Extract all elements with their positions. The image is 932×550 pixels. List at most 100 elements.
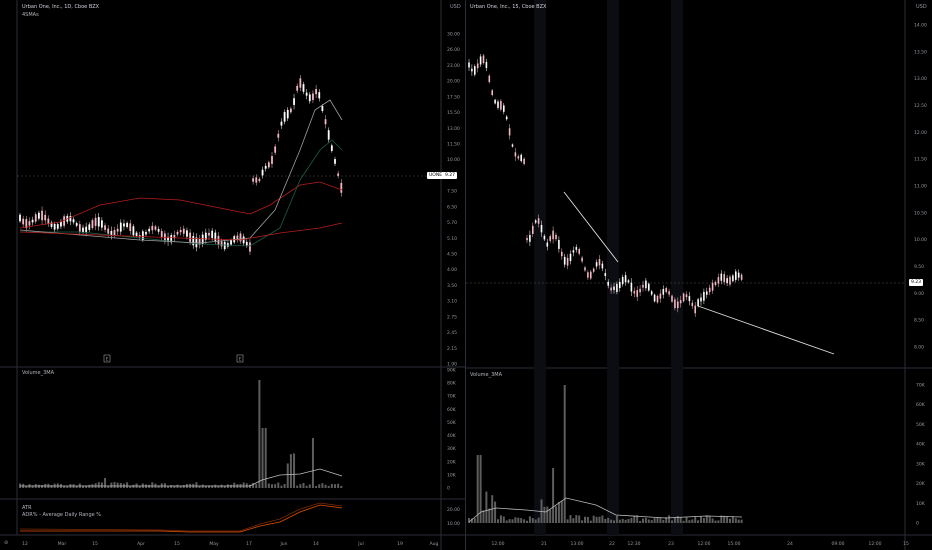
time-tick-label: Mar	[58, 541, 67, 547]
volume-bar	[572, 518, 575, 523]
volume-bar	[308, 484, 311, 488]
candle-body	[621, 277, 624, 285]
candle-body	[145, 232, 147, 235]
volume-bar	[182, 484, 185, 488]
volume-bar	[642, 518, 644, 523]
candle-body	[697, 299, 699, 307]
candle-body	[735, 271, 737, 280]
candle-body	[78, 224, 81, 232]
candle-body	[290, 108, 292, 113]
time-tick-label: 13:00	[571, 541, 584, 547]
price-tick-label: 9.00	[914, 291, 924, 297]
volume-bar	[528, 516, 531, 523]
price-tick-label: 23.00	[447, 63, 460, 69]
time-tick-label: 12	[22, 541, 28, 547]
volume-bar	[470, 518, 473, 523]
volume-indicator-label[interactable]: Volume_3MA	[22, 370, 55, 376]
candle-body	[503, 105, 505, 112]
candle-body	[526, 238, 528, 241]
volume-tick-label: 40K	[447, 433, 457, 439]
atr-indicator-label[interactable]: ATR	[22, 505, 32, 511]
earnings-marker	[236, 354, 244, 363]
sma-indicator-label[interactable]: 4SMAs	[22, 12, 39, 18]
candle-body	[315, 89, 317, 95]
daily-chart-title: Urban One, Inc., 1D, Cboe BZX	[22, 4, 100, 10]
candle-body	[636, 290, 638, 297]
volume-bar	[552, 468, 555, 523]
daily-chart-canvas[interactable]: 30.00 26.00 23.00 20.00 17.50 15.50 13.00 11.50…	[0, 0, 465, 550]
volume-bar	[327, 485, 330, 488]
trendline	[563, 191, 619, 263]
candle-body	[575, 247, 578, 250]
candle-body	[41, 210, 43, 221]
candle-body	[717, 277, 720, 284]
candle-body	[107, 228, 110, 234]
volume-bar	[107, 485, 110, 488]
candle-body	[25, 219, 28, 229]
volume-indicator-label[interactable]: Volume_3MA	[470, 372, 503, 378]
intraday-chart-canvas[interactable]: 14.00 13.50 13.00 12.50 12.00 11.50 11.00 10.50…	[466, 0, 932, 550]
time-tick-label: 12:00	[492, 541, 505, 547]
candle-body	[239, 233, 242, 242]
volume-bar	[82, 485, 84, 488]
currency-label: USD	[450, 4, 461, 10]
volume-bar	[653, 518, 656, 523]
volume-bar	[676, 516, 679, 523]
volume-bar	[286, 463, 289, 488]
volume-bar	[148, 484, 151, 488]
price-tick-label: 7.50	[447, 189, 457, 195]
volume-bar	[255, 484, 258, 488]
candle-body	[201, 234, 204, 244]
candle-body	[176, 231, 179, 235]
volume-bar	[613, 520, 615, 523]
volume-tick-label: 0	[447, 486, 450, 492]
timezone-icon[interactable]: ⊘	[4, 540, 9, 546]
candle-body	[633, 291, 636, 294]
volume-bar	[267, 483, 270, 488]
candle-body	[34, 214, 37, 222]
intraday-chart-pane[interactable]: 14.00 13.50 13.00 12.50 12.00 11.50 11.00 10.50…	[466, 0, 932, 550]
volume-bar	[723, 515, 726, 523]
candle-body	[160, 231, 163, 237]
sma-line	[19, 222, 343, 241]
volume-bar	[662, 519, 665, 523]
time-tick-label: 15	[903, 541, 909, 547]
candle-body	[723, 274, 725, 283]
candle-body	[714, 282, 717, 286]
volume-bar	[505, 520, 508, 523]
volume-bar	[167, 485, 170, 488]
candle-body	[703, 291, 705, 301]
volume-bar	[113, 482, 116, 488]
adr-indicator-label[interactable]: ADR% - Average Daily Range %	[22, 512, 102, 518]
candle-body	[505, 116, 508, 120]
volume-bar	[731, 516, 734, 523]
price-tick-label: 20.00	[447, 79, 460, 85]
price-tick-label: 11.00	[914, 184, 927, 190]
volume-bar	[31, 485, 34, 488]
volume-bar	[497, 519, 499, 523]
candle-body	[267, 162, 270, 168]
candle-body	[659, 293, 662, 299]
candle-body	[321, 105, 324, 112]
volume-bar	[668, 515, 671, 523]
earnings-marker-label: E	[239, 357, 242, 363]
pane-divider[interactable]	[465, 0, 466, 550]
daily-chart-pane[interactable]: 30.00 26.00 23.00 20.00 17.50 15.50 13.00 11.50…	[0, 0, 465, 550]
candle-body	[543, 235, 546, 240]
candle-body	[330, 145, 333, 151]
candle-body	[485, 62, 488, 69]
currency-label: USD	[916, 4, 927, 10]
volume-bar	[126, 482, 129, 488]
volume-bar	[337, 483, 340, 488]
candle-body	[537, 218, 540, 224]
candle-body	[38, 212, 40, 219]
volume-bar	[502, 516, 505, 523]
price-tick-label: 4.00	[447, 267, 457, 273]
volume-bar	[717, 520, 720, 523]
time-tick-label: Aug	[430, 541, 439, 547]
volume-bar	[615, 515, 618, 523]
volume-tick-label: 10K	[916, 501, 926, 507]
volume-bar	[296, 485, 299, 488]
candle-body	[286, 109, 289, 119]
adr-line	[19, 502, 343, 532]
